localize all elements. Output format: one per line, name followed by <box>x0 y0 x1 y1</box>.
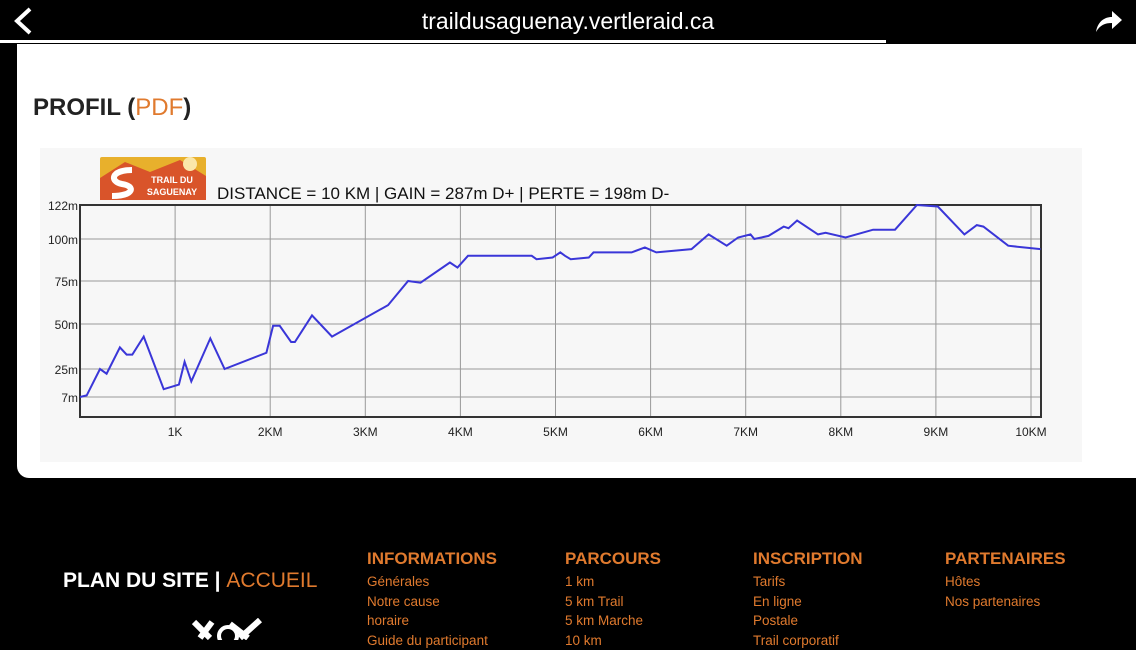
plot-frame <box>80 205 1041 417</box>
page-load-progress <box>0 40 886 43</box>
footer-link[interactable]: Tarifs <box>753 572 863 592</box>
pdf-link[interactable]: PDF <box>135 94 183 121</box>
x-tick-label: 3KM <box>353 425 378 439</box>
footer-link[interactable]: Hôtes <box>945 572 1066 592</box>
x-tick-label: 1K <box>168 425 183 439</box>
y-tick-label: 7m <box>61 391 78 405</box>
logo-sun <box>183 157 197 171</box>
logo-text-2: SAGUENAY <box>147 187 197 197</box>
home-link[interactable]: ACCUEIL <box>226 569 317 592</box>
footer-link[interactable]: Générales <box>367 572 497 592</box>
x-tick-label: 7KM <box>733 425 758 439</box>
site-logo-icon <box>190 618 266 640</box>
footer-link[interactable]: Notre cause <box>367 592 497 612</box>
chart-title: DISTANCE = 10 KM | GAIN = 287m D+ | PERT… <box>217 184 669 203</box>
y-tick-label: 25m <box>55 363 78 377</box>
footer-sitemap: PLAN DU SITE | ACCUEIL <box>63 569 317 593</box>
footer-column-heading: INFORMATIONS <box>367 549 497 569</box>
y-tick-label: 100m <box>48 233 78 247</box>
footer-link[interactable]: 1 km <box>565 572 661 592</box>
paren: ) <box>183 94 191 121</box>
sitemap-label: PLAN DU SITE <box>63 569 209 592</box>
x-tick-label: 5KM <box>543 425 568 439</box>
x-tick-label: 8KM <box>828 425 853 439</box>
x-tick-label: 2KM <box>258 425 283 439</box>
elevation-line <box>80 205 1041 397</box>
footer-link[interactable]: Guide du participant <box>367 631 497 650</box>
footer-column-heading: PARCOURS <box>565 549 661 569</box>
y-tick-label: 50m <box>55 318 78 332</box>
footer-link[interactable]: Nos partenaires <box>945 592 1066 612</box>
footer-link[interactable]: En ligne <box>753 592 863 612</box>
separator: | <box>209 569 227 592</box>
url-text[interactable]: traildusaguenay.vertleraid.ca <box>0 8 1136 35</box>
elevation-profile-chart: TRAIL DU SAGUENAY DISTANCE = 10 KM | GAI… <box>40 148 1082 462</box>
x-tick-label: 10KM <box>1015 425 1046 439</box>
footer-link[interactable]: 5 km Trail <box>565 592 661 612</box>
footer-link[interactable]: 10 km <box>565 631 661 650</box>
y-tick-label: 75m <box>55 275 78 289</box>
footer-link[interactable]: 5 km Marche <box>565 611 661 631</box>
footer-column-heading: INSCRIPTION <box>753 549 863 569</box>
logo: TRAIL DU SAGUENAY <box>100 157 206 200</box>
footer-link[interactable]: horaire <box>367 611 497 631</box>
x-tick-label: 9KM <box>924 425 949 439</box>
page-title: PROFIL (PDF) <box>33 94 191 122</box>
footer-link[interactable]: Trail corporatif <box>753 631 863 650</box>
paren: ( <box>121 94 136 121</box>
chart-svg: TRAIL DU SAGUENAY DISTANCE = 10 KM | GAI… <box>40 148 1082 462</box>
browser-top-bar: traildusaguenay.vertleraid.ca <box>0 0 1136 42</box>
footer-column-heading: PARTENAIRES <box>945 549 1066 569</box>
share-icon[interactable] <box>1094 8 1124 34</box>
x-tick-label: 6KM <box>638 425 663 439</box>
footer-link[interactable]: Postale <box>753 611 863 631</box>
title-text: PROFIL <box>33 94 121 121</box>
y-tick-label: 122m <box>48 199 78 213</box>
x-tick-label: 4KM <box>448 425 473 439</box>
logo-text-1: TRAIL DU <box>151 175 193 185</box>
